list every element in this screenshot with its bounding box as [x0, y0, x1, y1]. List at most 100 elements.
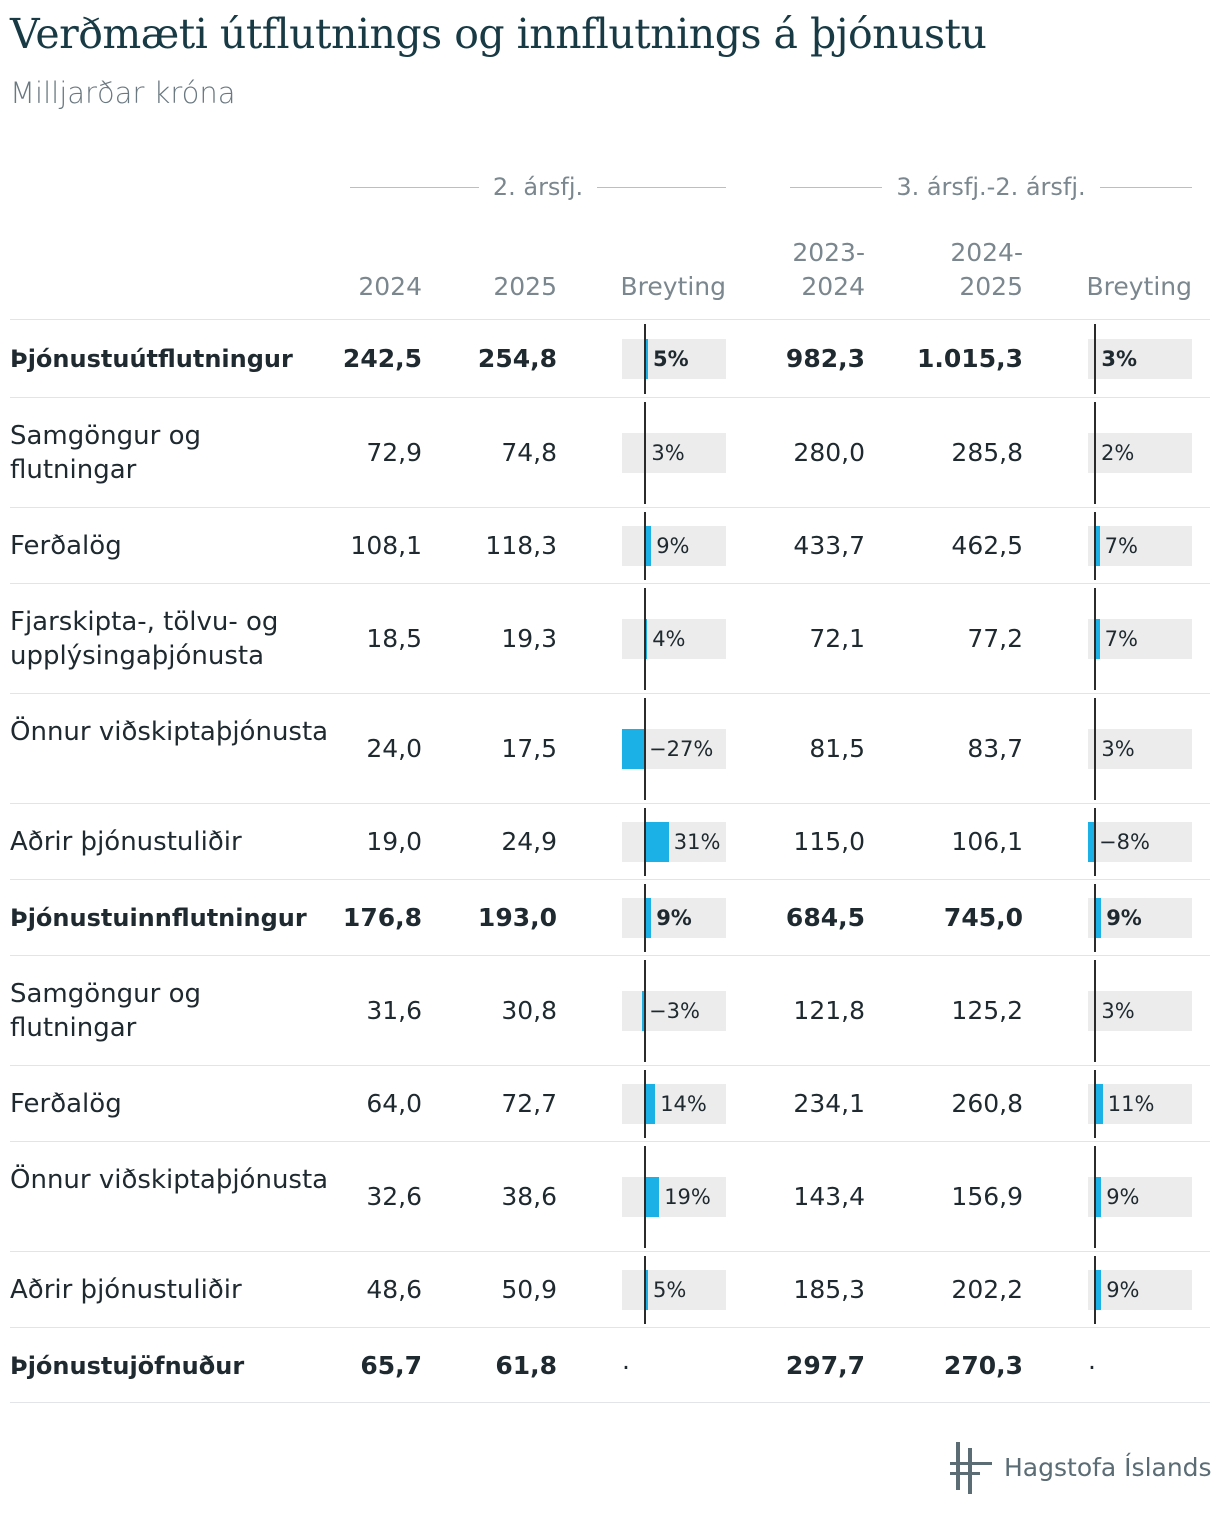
- change-quarter-bar-bg: 4%: [622, 619, 726, 659]
- change-quarter-bar-bg: 5%: [622, 1270, 726, 1310]
- cell-2024-2025: 106,1: [951, 827, 1023, 856]
- change-quarter-axis: [644, 808, 646, 876]
- change-period-bar: [1094, 1084, 1103, 1124]
- change-quarter-bar: [622, 729, 644, 769]
- group-header-quarter: 2. ársfj.: [350, 170, 727, 204]
- change-quarter-label: 9%: [656, 906, 692, 930]
- cell-2024: 176,8: [342, 903, 422, 932]
- cell-2024-2025: 83,7: [967, 734, 1023, 763]
- cell-2023-2024: 143,4: [793, 1182, 865, 1211]
- change-period-label: 9%: [1106, 906, 1142, 930]
- cell-2025: 24,9: [501, 827, 557, 856]
- cell-2023-2024: 297,7: [785, 1351, 865, 1380]
- row-label: Önnur viðskiptaþjónusta: [10, 717, 329, 747]
- change-quarter-axis: [644, 1256, 646, 1324]
- row-label: Ferðalög: [10, 531, 122, 561]
- change-period-label: 11%: [1107, 1092, 1155, 1116]
- change-quarter-bar: [644, 1177, 660, 1217]
- group-header-period: 3. ársfj.-2. ársfj.: [790, 170, 1192, 204]
- change-period-label: 3%: [1101, 737, 1135, 761]
- change-quarter-bar: [644, 1270, 648, 1310]
- change-quarter-label: 4%: [652, 627, 686, 651]
- col-header-2023-2024: 2023- 2024: [792, 236, 865, 304]
- row-label: Aðrir þjónustuliðir: [10, 827, 242, 857]
- group-rule: [597, 186, 727, 188]
- col-header-line: 2024: [801, 272, 865, 301]
- change-quarter-axis: [644, 588, 646, 690]
- change-quarter-axis: [644, 512, 646, 580]
- change-quarter-label: −27%: [649, 737, 714, 761]
- cell-2024: 24,0: [366, 734, 422, 763]
- cell-2023-2024: 280,0: [793, 438, 865, 467]
- cell-2023-2024: 433,7: [793, 531, 865, 560]
- cell-2024-2025: 285,8: [951, 438, 1023, 467]
- chart-title: Verðmæti útflutnings og innflutnings á þ…: [10, 10, 987, 58]
- cell-2023-2024: 115,0: [793, 827, 865, 856]
- cell-2024: 18,5: [366, 624, 422, 653]
- change-period-bar: [1094, 1270, 1102, 1310]
- cell-2025: 50,9: [501, 1275, 557, 1304]
- change-period-bar-bg: 9%: [1088, 1270, 1192, 1310]
- change-period-axis: [1094, 402, 1096, 504]
- change-period-bar-bg: 7%: [1088, 526, 1192, 566]
- hagstofa-logo-icon: [950, 1442, 992, 1494]
- change-quarter-bar-bg: −3%: [622, 991, 726, 1031]
- row-label: Önnur viðskiptaþjónusta: [10, 1165, 329, 1195]
- cell-2024-2025: 125,2: [951, 996, 1023, 1025]
- cell-2024: 48,6: [366, 1275, 422, 1304]
- row-label: Aðrir þjónustuliðir: [10, 1275, 242, 1305]
- change-quarter-bar: [644, 339, 648, 379]
- cell-2024-2025: 270,3: [943, 1351, 1023, 1380]
- change-quarter-bar: [644, 822, 669, 862]
- change-period-axis: [1094, 1146, 1096, 1248]
- change-quarter-axis: [644, 1070, 646, 1138]
- col-header-2024-2025: 2024- 2025: [950, 236, 1023, 304]
- change-quarter-label: 5%: [653, 1278, 687, 1302]
- change-quarter-empty: .: [622, 1346, 630, 1375]
- cell-2023-2024: 684,5: [785, 903, 865, 932]
- cell-2025: 118,3: [485, 531, 557, 560]
- change-period-label: 9%: [1106, 1278, 1140, 1302]
- change-quarter-label: 14%: [660, 1092, 707, 1116]
- cell-2025: 38,6: [501, 1182, 557, 1211]
- change-quarter-axis: [644, 884, 646, 952]
- change-period-label: 9%: [1106, 1185, 1140, 1209]
- change-quarter-axis: [644, 324, 646, 394]
- change-period-label: 7%: [1104, 627, 1138, 651]
- brand-logo: Hagstofa Íslands: [950, 1440, 1212, 1494]
- change-quarter-bar-bg: −27%: [622, 729, 726, 769]
- cell-2025: 254,8: [477, 344, 557, 373]
- change-quarter-label: 5%: [653, 347, 689, 371]
- change-quarter-label: 31%: [673, 830, 721, 854]
- change-period-axis: [1094, 1256, 1096, 1324]
- change-period-bar: [1094, 619, 1100, 659]
- cell-2023-2024: 234,1: [793, 1089, 865, 1118]
- col-header-2024: 2024: [358, 272, 422, 301]
- change-period-label: 2%: [1101, 441, 1135, 465]
- row-label: Þjónustuinnflutningur: [10, 904, 307, 932]
- change-quarter-bar-bg: 3%: [622, 433, 726, 473]
- col-header-line: 2024-: [950, 238, 1023, 267]
- change-period-axis: [1094, 588, 1096, 690]
- col-header-change-period: Breyting: [1086, 272, 1192, 301]
- cell-2024: 72,9: [366, 438, 422, 467]
- change-period-bar: [1094, 898, 1102, 938]
- table-row: Aðrir þjónustuliðir 48,6 50,9 185,3 202,2 5% 9…: [10, 1251, 1210, 1327]
- cell-2024: 64,0: [366, 1089, 422, 1118]
- change-quarter-bar: [644, 1084, 656, 1124]
- row-label: Þjónustujöfnuður: [10, 1352, 245, 1380]
- table-row: Fjarskipta-, tölvu- og upplýsingaþjónust…: [10, 583, 1210, 693]
- table-row: Ferðalög 108,1 118,3 433,7 462,5 9% 7%: [10, 507, 1210, 583]
- change-period-label: 3%: [1101, 999, 1135, 1023]
- change-period-axis: [1094, 884, 1096, 952]
- change-quarter-bar-bg: 9%: [622, 898, 726, 938]
- table-row: Þjónustuinnflutningur 176,8 193,0 684,5 745,…: [10, 879, 1210, 955]
- change-period-bar-bg: 9%: [1088, 1177, 1192, 1217]
- change-quarter-bar-bg: 31%: [622, 822, 726, 862]
- change-period-axis: [1094, 960, 1096, 1062]
- change-period-axis: [1094, 698, 1096, 800]
- change-quarter-axis: [644, 402, 646, 504]
- change-period-label: −8%: [1099, 830, 1150, 854]
- table-row: Þjónustujöfnuður 65,7 61,8 297,7 270,3..: [10, 1327, 1210, 1403]
- cell-2024-2025: 745,0: [943, 903, 1023, 932]
